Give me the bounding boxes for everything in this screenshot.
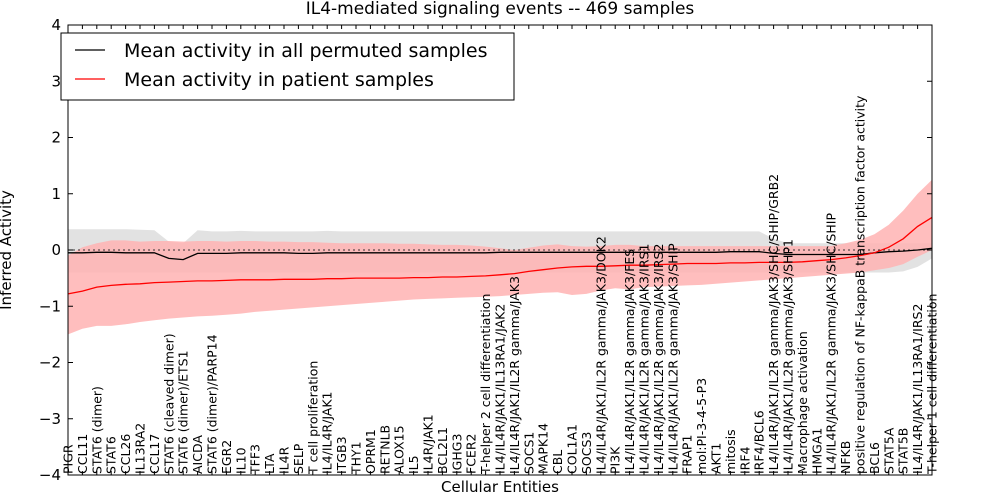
category-label: STAT5A [881,427,896,474]
category-label: BCL2L1 [435,427,450,474]
y-tick-label: 1 [51,185,61,203]
y-axis: −4 −3 −2 −1 0 1 2 3 4 [39,16,932,484]
category-label: IL4/IL4R/JAK1/IL2R gamma/JAK3/SHP1 [781,239,796,474]
category-label: IL4/IL4R/JAK1/IL2R gamma/JAK3/IRS2 [651,244,666,474]
category-label: Macrophage activation [795,331,810,474]
category-label: CCL11 [75,434,90,474]
y-tick-label: −2 [39,354,61,372]
y-tick-label: 0 [51,241,61,259]
series-line-patient [67,216,933,295]
y-axis-label: Inferred Activity [0,190,15,310]
category-label: OPRM1 [363,429,378,474]
category-label: T-helper 1 cell differentiation [925,294,940,475]
category-label: STAT6 (dimer) [89,386,104,474]
y-tick-label: −3 [39,410,61,428]
category-label: IL4/IL4R/JAK1/IL13RA1/JAK2 [493,304,508,474]
category-label: CCL26 [118,434,133,474]
chart-title: IL4-mediated signaling events -- 469 sam… [306,0,695,19]
category-label: FRAP1 [680,435,695,474]
category-label: FCER2 [464,434,479,474]
legend: Mean activity in all permuted samples Me… [60,32,515,101]
category-label: SOCS1 [521,432,536,474]
x-axis-label: Cellular Entities [441,478,559,496]
category-label: BCL6 [867,442,882,474]
category-label: IL4/IL4R/JAK1/IL13RA1/IRS2 [910,304,925,474]
category-label: IL4R/JAK1 [421,414,436,474]
category-label: IL10 [233,447,248,474]
category-label: IL4/IL4R/JAK1/IL2R gamma/JAK3 [507,276,522,474]
category-label: STAT6 [104,436,119,474]
category-label: HMGA1 [809,428,824,474]
category-label: AICDA [190,435,205,474]
category-label: IL4/IL4R/JAK1 [320,392,335,474]
y-tick-label: 3 [51,72,61,90]
category-label: PI3K [608,446,623,474]
category-label: IL4/IL4R/JAK1/IL2R gamma/JAK3/DOK2 [593,236,608,474]
category-label: AKT1 [709,443,724,474]
category-label: RETNLB [377,425,392,474]
y-tick-label: −4 [39,466,61,484]
category-label: IL4/IL4R/JAK1/IL2R gamma/JAK3/FES [622,249,637,474]
category-label: CBL [550,450,565,474]
category-label: EGR2 [219,440,234,474]
category-label: STAT6 (cleaved dimer) [161,333,176,474]
series-line-permuted [68,247,933,261]
category-label: COL1A1 [565,424,580,474]
y-tick-label: 2 [51,129,61,147]
category-label: IRF4/BCL6 [752,410,767,474]
y-tick-label: 4 [51,16,61,34]
category-label: IL4R [277,446,292,474]
category-label: TFF3 [248,444,263,475]
category-label: STAT6 (dimer)/ETS1 [176,350,191,474]
legend-frame [60,32,515,101]
category-label: mol:PI-3-4-5-P3 [694,378,709,474]
category-label: IL4/IL4R/JAK1/IL2R gamma/JAK3/IRS1 [637,244,652,474]
category-label: ALOX15 [392,425,407,474]
category-label: T-helper 2 cell differentiation [478,294,493,475]
category-label: CCL17 [147,434,162,474]
category-label: PIGR [61,444,76,474]
category-label: NFKB [838,441,853,474]
legend-label-patient: Mean activity in patient samples [124,69,434,91]
x-axis [67,25,933,475]
band-patient [68,179,932,335]
category-label: positive regulation of NF-kappaB transcr… [853,95,868,474]
category-label: IL4/IL4R/JAK1/IL2R gamma/JAK3/SHC/SHIP [824,213,839,474]
category-label: STAT5B [896,428,911,474]
legend-label-permuted: Mean activity in all permuted samples [124,40,487,62]
category-label: IL13RA2 [133,423,148,474]
category-label: IGHG3 [449,434,464,474]
category-labels: PIGR CCL11 STAT6 (dimer) STAT6 CCL26 IL13RA2 C… [61,95,940,475]
category-label: SOCS3 [579,432,594,474]
category-label: mitosis [723,429,738,474]
category-label: THY1 [349,441,364,475]
category-label: LTA [262,453,277,474]
category-label: SELP [291,443,306,474]
category-label: MAPK14 [536,423,551,474]
category-label: IRF4 [737,446,752,474]
category-label: T cell proliferation [305,361,320,475]
y-tick-label: −1 [39,297,61,315]
confidence-bands [68,179,932,335]
category-label: IL5 [406,455,421,474]
category-label: IL4/IL4R/JAK1/IL2R gamma/JAK3/SHIP [665,243,680,474]
category-label: ITGB3 [334,436,349,474]
category-label: IL4/IL4R/JAK1/IL2R gamma/JAK3/SHC/SHIP/G… [766,174,781,474]
series-lines [67,216,933,295]
category-label: STAT6 (dimer)/PARP14 [205,334,220,474]
